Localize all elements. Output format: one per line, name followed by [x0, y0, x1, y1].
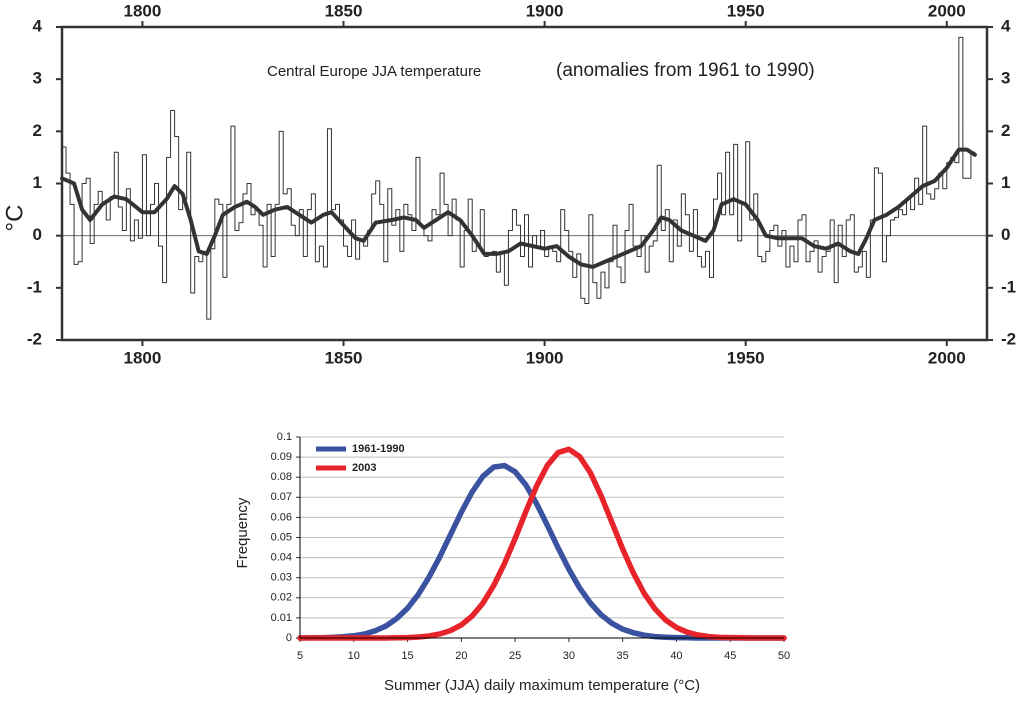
x-tick-label: 20	[455, 650, 467, 662]
y-tick-label: -1	[27, 277, 42, 296]
y-tick-label: 0.04	[271, 552, 292, 564]
x-tick-label: 50	[778, 650, 790, 662]
y-tick-label: 0.1	[277, 431, 292, 443]
line	[297, 462, 787, 641]
x-tick-label: 15	[401, 650, 413, 662]
y-tick-label: 0.03	[271, 572, 292, 584]
x-tick-label: 1950	[727, 1, 765, 20]
y-tick-label: 3	[1001, 69, 1010, 88]
x-tick-label: 1950	[727, 348, 765, 367]
chart-subtitle: (anomalies from 1961 to 1990)	[556, 60, 815, 81]
y-tick-label: 0	[286, 632, 292, 644]
y-tick-label: 1	[1001, 173, 1010, 192]
y-tick-label: 0.02	[271, 592, 292, 604]
x-tick-label: 30	[563, 650, 575, 662]
y-tick-label: 0.06	[271, 511, 292, 523]
x-tick-label: 1900	[526, 348, 564, 367]
y-tick-label: 1	[33, 173, 42, 192]
x-tick-label: 25	[509, 650, 521, 662]
y-tick-label: -2	[27, 329, 42, 348]
x-tick-label: 1800	[124, 1, 162, 20]
y-tick-label: -2	[1001, 329, 1016, 348]
y-tick-label: -1	[1001, 277, 1016, 296]
y-axis-label: Frequency	[234, 497, 251, 568]
y-tick-label: 0	[1001, 225, 1010, 244]
y-axis-label: °C	[1, 205, 28, 232]
x-tick-label: 1900	[526, 1, 564, 20]
y-tick-label: 0.07	[271, 491, 292, 503]
chart-title: Central Europe JJA temperature	[267, 63, 481, 80]
x-tick-label: 2000	[928, 348, 966, 367]
x-tick-label: 10	[348, 650, 360, 662]
y-tick-label: 3	[33, 69, 42, 88]
line	[60, 147, 977, 269]
step-line	[61, 36, 976, 320]
y-tick-label: 4	[1001, 16, 1011, 35]
plot-frame	[60, 25, 989, 342]
y-tick-label: 0.08	[271, 471, 292, 483]
y-tick-label: 2	[1001, 121, 1010, 140]
x-tick-label: 45	[724, 650, 736, 662]
y-tick-label: 0.05	[271, 531, 292, 543]
y-tick-label: 2	[33, 121, 42, 140]
y-tick-label: 0	[33, 225, 42, 244]
y-tick-label: 0.09	[271, 451, 292, 463]
x-tick-label: 1850	[325, 348, 363, 367]
y-tick-label: 4	[33, 16, 43, 35]
x-tick-label: 5	[297, 650, 303, 662]
x-tick-label: 1850	[325, 1, 363, 20]
x-tick-label: 40	[670, 650, 682, 662]
legend-label: 1961-1990	[352, 443, 405, 455]
y-tick-label: 0.01	[271, 612, 292, 624]
x-axis-label: Summer (JJA) daily maximum temperature (…	[384, 677, 700, 694]
x-tick-label: 2000	[928, 1, 966, 20]
x-tick-label: 35	[617, 650, 629, 662]
x-tick-label: 1800	[124, 348, 162, 367]
legend-label: 2003	[352, 462, 376, 474]
